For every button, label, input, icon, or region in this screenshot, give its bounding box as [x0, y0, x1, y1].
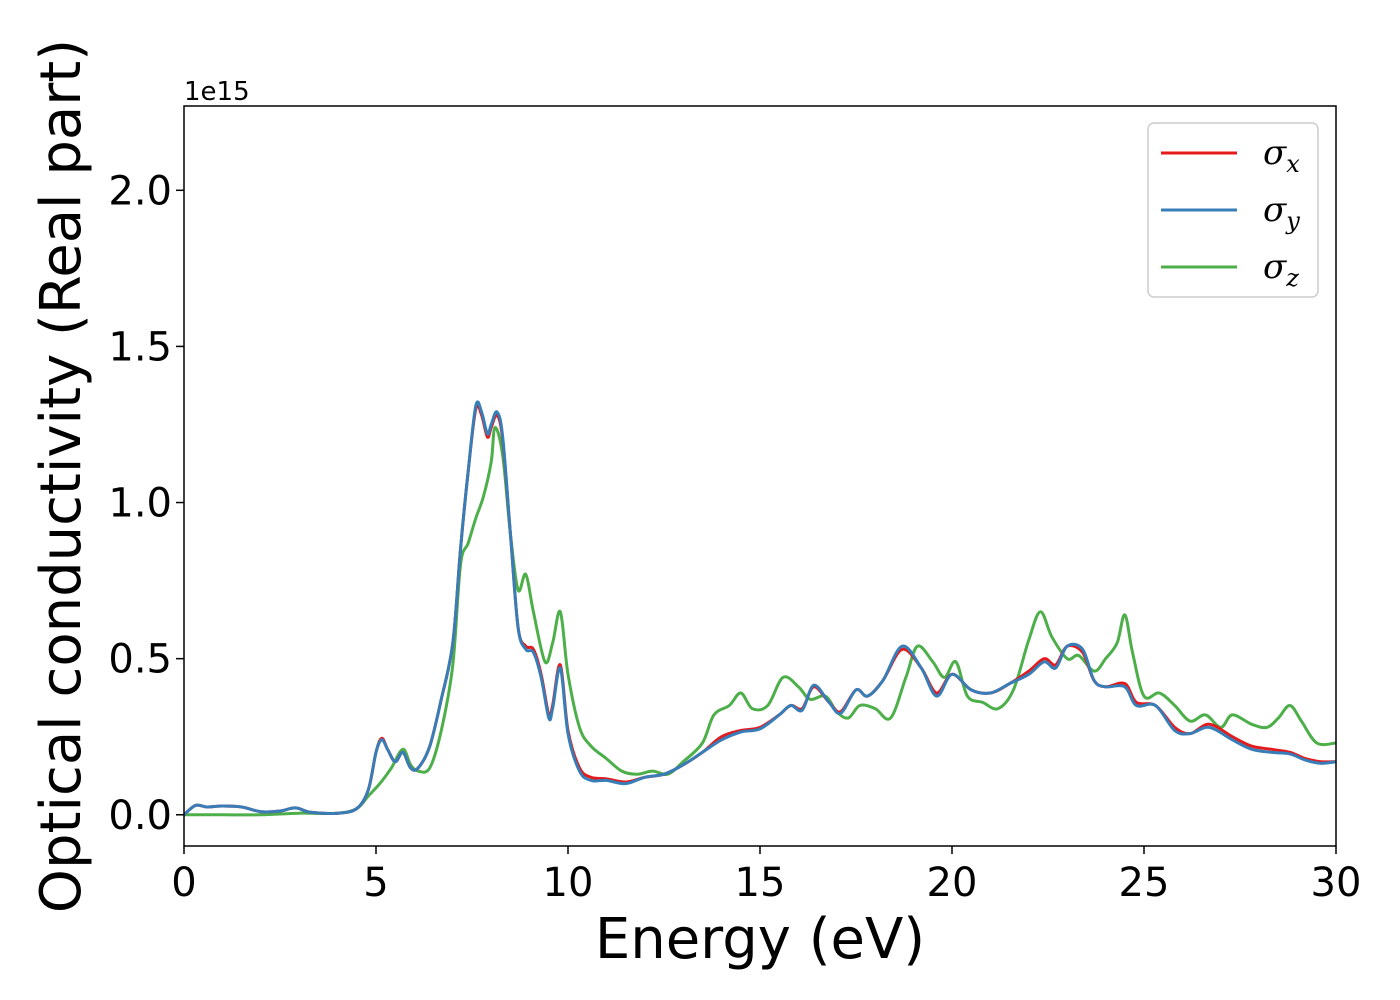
series-line-sigma-x — [184, 403, 1336, 817]
x-tick-label: 10 — [543, 860, 594, 906]
series-line-sigma-z — [184, 426, 1336, 817]
axis-ticks: 0 5 10 15 20 25 30 0.0 0.5 1.0 1.5 2.0 — [108, 168, 1361, 906]
x-tick-label: 0 — [171, 860, 196, 906]
y-axis-offset-label: 1e15 — [184, 77, 250, 107]
x-tick-label: 30 — [1311, 860, 1362, 906]
x-tick-label: 20 — [927, 860, 978, 906]
y-tick-label: 0.0 — [108, 793, 172, 839]
x-tick-label: 15 — [735, 860, 786, 906]
x-tick-label: 25 — [1119, 860, 1170, 906]
series-line-sigma-y — [184, 400, 1336, 817]
x-axis-label: Energy (eV) — [595, 907, 925, 972]
series-layer — [184, 400, 1336, 817]
y-axis-label: Optical conductivity (Real part) — [29, 39, 94, 913]
y-tick-label: 2.0 — [108, 168, 172, 214]
y-tick-label: 1.5 — [108, 324, 172, 370]
y-tick-label: 1.0 — [108, 481, 172, 527]
y-tick-label: 0.5 — [108, 637, 172, 683]
x-tick-label: 5 — [363, 860, 388, 906]
